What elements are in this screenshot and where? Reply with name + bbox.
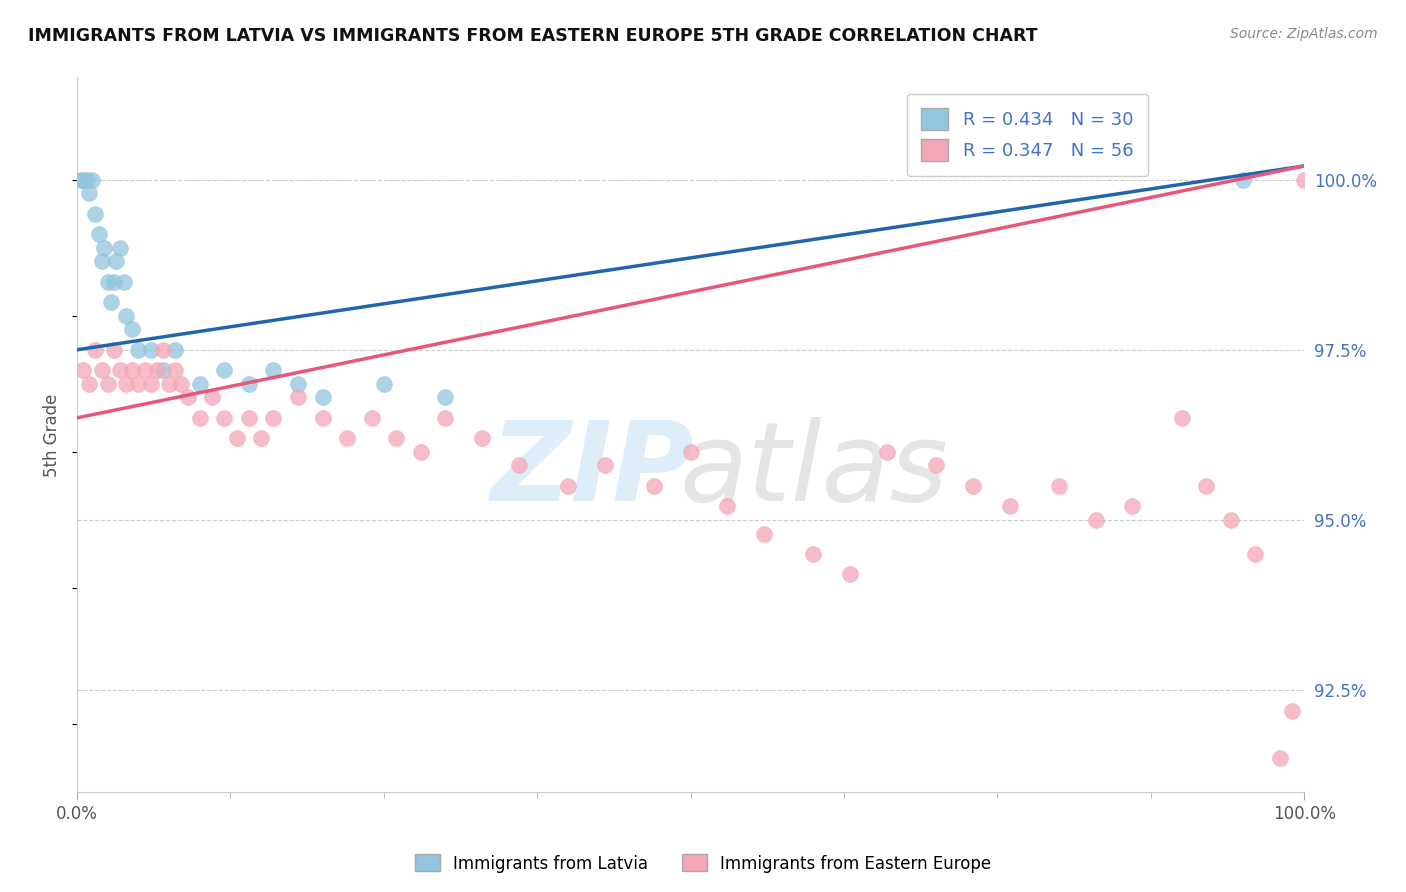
Point: [146, 363, 169, 377]
Point: [157, 376, 180, 391]
Point: [108, 363, 131, 377]
Point: [93, 241, 115, 255]
Point: [409, 445, 432, 459]
Point: [593, 458, 616, 473]
Point: [112, 275, 135, 289]
Point: [80, 172, 103, 186]
Point: [262, 410, 284, 425]
Point: [225, 431, 247, 445]
Point: [79, 376, 101, 391]
Text: IMMIGRANTS FROM LATVIA VS IMMIGRANTS FROM EASTERN EUROPE 5TH GRADE CORRELATION C: IMMIGRANTS FROM LATVIA VS IMMIGRANTS FRO…: [28, 27, 1038, 45]
Text: atlas: atlas: [679, 417, 948, 524]
Point: [139, 376, 162, 391]
Point: [716, 500, 738, 514]
Point: [1084, 513, 1107, 527]
Point: [84, 206, 107, 220]
Point: [152, 363, 174, 377]
Point: [89, 227, 111, 241]
Y-axis label: 5th Grade: 5th Grade: [44, 393, 60, 476]
Point: [508, 458, 530, 473]
Point: [1219, 513, 1241, 527]
Point: [876, 445, 898, 459]
Point: [84, 343, 107, 357]
Point: [76, 172, 98, 186]
Point: [90, 254, 112, 268]
Point: [1047, 479, 1070, 493]
Legend: Immigrants from Latvia, Immigrants from Eastern Europe: Immigrants from Latvia, Immigrants from …: [408, 847, 998, 880]
Point: [262, 363, 284, 377]
Point: [754, 526, 776, 541]
Point: [238, 410, 260, 425]
Point: [103, 343, 125, 357]
Point: [100, 295, 122, 310]
Point: [1294, 172, 1316, 186]
Point: [165, 343, 187, 357]
Point: [121, 363, 143, 377]
Point: [165, 363, 187, 377]
Point: [311, 391, 333, 405]
Point: [134, 363, 156, 377]
Point: [115, 376, 138, 391]
Point: [97, 376, 120, 391]
Point: [679, 445, 702, 459]
Point: [250, 431, 273, 445]
Point: [962, 479, 984, 493]
Point: [998, 500, 1021, 514]
Point: [311, 410, 333, 425]
Point: [1244, 547, 1267, 561]
Point: [1281, 704, 1303, 718]
Point: [385, 431, 408, 445]
Point: [127, 376, 149, 391]
Point: [115, 309, 138, 323]
Point: [103, 275, 125, 289]
Point: [1195, 479, 1218, 493]
Point: [1232, 172, 1254, 186]
Point: [360, 410, 382, 425]
Point: [925, 458, 948, 473]
Point: [434, 391, 457, 405]
Point: [1170, 410, 1192, 425]
Point: [287, 376, 309, 391]
Point: [79, 186, 101, 201]
Point: [557, 479, 579, 493]
Point: [152, 343, 174, 357]
Point: [336, 431, 359, 445]
Point: [201, 391, 224, 405]
Point: [69, 172, 91, 186]
Point: [839, 567, 862, 582]
Point: [176, 391, 198, 405]
Text: Source: ZipAtlas.com: Source: ZipAtlas.com: [1230, 27, 1378, 41]
Text: ZIP: ZIP: [491, 417, 695, 524]
Point: [188, 376, 211, 391]
Point: [373, 376, 395, 391]
Point: [170, 376, 193, 391]
Point: [238, 376, 260, 391]
Point: [72, 363, 94, 377]
Point: [72, 172, 94, 186]
Point: [97, 275, 120, 289]
Point: [188, 410, 211, 425]
Point: [121, 322, 143, 336]
Point: [643, 479, 665, 493]
Point: [214, 363, 236, 377]
Point: [1121, 500, 1143, 514]
Point: [801, 547, 824, 561]
Point: [214, 410, 236, 425]
Point: [471, 431, 494, 445]
Point: [127, 343, 149, 357]
Point: [108, 241, 131, 255]
Point: [434, 410, 457, 425]
Point: [1268, 751, 1291, 765]
Point: [139, 343, 162, 357]
Point: [105, 254, 128, 268]
Point: [287, 391, 309, 405]
Legend: R = 0.434   N = 30, R = 0.347   N = 56: R = 0.434 N = 30, R = 0.347 N = 56: [907, 94, 1147, 176]
Point: [90, 363, 112, 377]
